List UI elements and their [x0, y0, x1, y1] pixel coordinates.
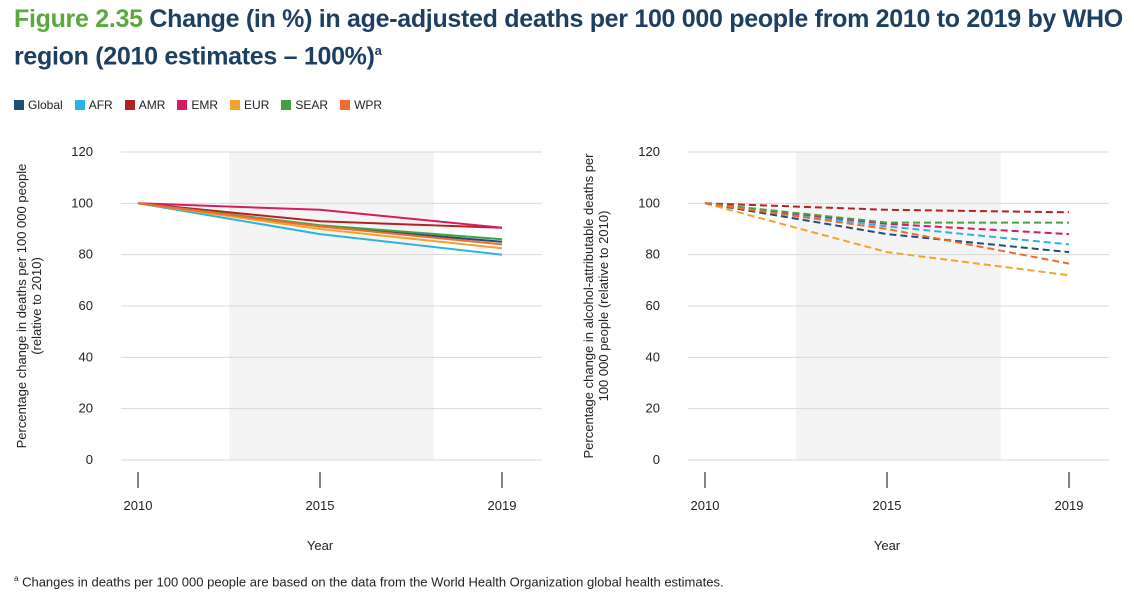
footnote: a Changes in deaths per 100 000 people a…: [14, 574, 724, 589]
legend-label: AFR: [88, 98, 113, 112]
y-tick-label: 120: [71, 144, 93, 159]
legend-item-wpr: WPR: [340, 98, 382, 112]
series-line-afr: [137, 202, 503, 256]
legend-swatch: [14, 100, 24, 110]
y-axis-label: Percentage change in alcohol-attributabl…: [581, 153, 611, 459]
footnote-text: Changes in deaths per 100 000 people are…: [22, 574, 724, 590]
legend-swatch: [281, 100, 292, 110]
series-line-global: [704, 202, 1070, 254]
y-tick-label: 100: [638, 195, 660, 210]
x-tick-label: 2015: [873, 498, 902, 513]
legend-swatch: [230, 100, 241, 110]
y-tick-label: 80: [79, 247, 93, 262]
y-tick-label: 120: [638, 144, 660, 159]
y-tick-label: 40: [646, 349, 660, 364]
legend-swatch: [74, 100, 85, 110]
legend-item-sear: SEAR: [281, 98, 328, 112]
y-tick-label: 60: [79, 298, 93, 313]
series-line-amr: [704, 202, 1070, 214]
legend-swatch: [124, 100, 135, 110]
y-axis-label-line: 100 000 people (relative to 2010): [596, 211, 611, 402]
series-line-amr: [137, 202, 503, 229]
chart-deaths: 0 20 40 60 80 100 120 2010 2015 2019 Year Percentag…: [14, 144, 542, 553]
y-tick-label: 0: [653, 452, 660, 467]
legend-item-eur: EUR: [230, 98, 269, 112]
legend-swatch: [340, 100, 351, 110]
figure-title-text: Change (in %) in age-adjusted deaths per…: [14, 5, 1123, 71]
y-axis-label-line: Percentage change in alcohol-attributabl…: [581, 153, 596, 459]
x-tick-label: 2019: [488, 498, 517, 513]
series-line-wpr: [137, 202, 503, 246]
legend-item-emr: EMR: [177, 98, 218, 112]
chart-alcohol-deaths: 0 20 40 60 80 100 120 2010 2015 2019 Year Percentag…: [581, 144, 1109, 553]
y-tick-label: 0: [86, 452, 93, 467]
x-axis-label: Year: [874, 538, 901, 553]
x-tick-label: 2010: [124, 498, 153, 513]
y-tick-label: 80: [646, 247, 660, 262]
x-tick-label: 2010: [691, 498, 720, 513]
y-tick-label: 20: [646, 401, 660, 416]
legend-label: AMR: [138, 98, 166, 112]
figure-number: Figure 2.35: [14, 5, 143, 33]
legend-item-amr: AMR: [124, 98, 166, 112]
legend-label: SEAR: [295, 98, 329, 112]
series-line-sear: [704, 202, 1069, 224]
figure-title: Figure 2.35 Change (in %) in age-adjuste…: [14, 4, 1124, 72]
x-tick-label: 2015: [306, 498, 335, 513]
y-tick-label: 40: [79, 349, 93, 364]
legend-label: WPR: [354, 98, 383, 112]
x-tick-label: 2019: [1055, 498, 1084, 513]
series-line-eur: [704, 202, 1070, 277]
legend-label: EMR: [191, 98, 219, 112]
title-footnote-marker: a: [374, 43, 382, 58]
y-axis-label-line: Percentage change in deaths per 100 000 …: [14, 164, 29, 449]
y-tick-label: 100: [71, 195, 93, 210]
series-line-wpr: [704, 202, 1070, 265]
x-axis-label: Year: [307, 538, 334, 553]
legend-item-afr: AFR: [74, 98, 113, 112]
y-axis-label-line: (relative to 2010): [29, 257, 44, 355]
y-tick-label: 20: [79, 401, 93, 416]
series-line-emr: [137, 202, 503, 229]
legend-label: Global: [28, 98, 63, 112]
y-axis-label: Percentage change in deaths per 100 000 …: [14, 164, 44, 449]
y-tick-label: 60: [646, 298, 660, 313]
legend-label: EUR: [244, 98, 270, 112]
legend-swatch: [177, 100, 188, 110]
legend-item-global: Global: [14, 98, 63, 112]
footnote-marker: a: [14, 574, 19, 583]
chart-legend: Global AFR AMR EMR EUR SEAR WPR: [14, 98, 382, 112]
